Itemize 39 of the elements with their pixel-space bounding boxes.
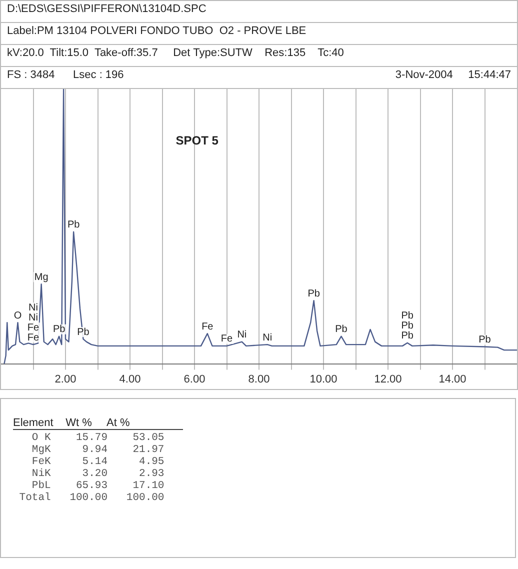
annotation: Pb	[52, 324, 66, 336]
text: PbL 65.93 17.10	[30, 480, 166, 492]
annotation: Fe	[220, 334, 234, 345]
annotation: Ni	[262, 332, 272, 344]
annotation: Ni	[237, 330, 247, 341]
annotation: Pb	[77, 326, 90, 338]
text: FeK 5.14 4.95	[30, 456, 166, 468]
annotation: Fe	[202, 321, 214, 332]
text: kV:20.0 Tilt:15.0 Take-off:35.7 Det Type:SUTW Res:135 Tc:40	[1, 45, 517, 67]
text: 3-Nov-2004 15:44:47	[395, 69, 511, 83]
annotation: Pb	[308, 288, 320, 300]
annotation: Pb	[67, 220, 80, 231]
annotation: Mg	[34, 272, 48, 283]
text: D:\EDS\GESSI\PIFFERON\13104D.SPC	[1, 1, 517, 23]
text: FS : 3484 Lsec : 196	[7, 69, 124, 83]
x-tick-label: 12.00	[374, 373, 402, 386]
x-tick-label: 2.00	[54, 373, 76, 386]
annotation: Pb	[401, 310, 414, 322]
annotation: Pb	[335, 324, 348, 336]
x-tick-label: 14.00	[438, 373, 466, 386]
text: SPOT 5	[176, 133, 219, 148]
text: O K 15.79 53.05	[30, 432, 166, 444]
annotation: Fe	[27, 322, 40, 334]
annotation: Pb	[478, 334, 492, 346]
annotation: O	[14, 310, 22, 322]
text: Element Wt % At %	[13, 417, 183, 430]
x-tick-label: 8.00	[248, 373, 270, 386]
annotation: Ni	[28, 302, 38, 314]
text: Label:PM 13104 POLVERI FONDO TUBO O2 - PROVE LBE	[1, 23, 517, 45]
text: NiK 3.20 2.93	[30, 468, 166, 480]
text: Total 100.00 100.00	[18, 492, 166, 504]
x-tick-label: 6.00	[184, 373, 206, 386]
annotation: Pb	[401, 320, 414, 332]
annotation: Pb	[401, 330, 414, 342]
annotation: Fe	[27, 332, 40, 344]
x-tick-label: 4.00	[119, 373, 141, 386]
x-tick-label: 10.00	[310, 373, 338, 386]
text: MgK 9.94 21.97	[30, 444, 166, 456]
annotation: Ni	[28, 312, 38, 324]
